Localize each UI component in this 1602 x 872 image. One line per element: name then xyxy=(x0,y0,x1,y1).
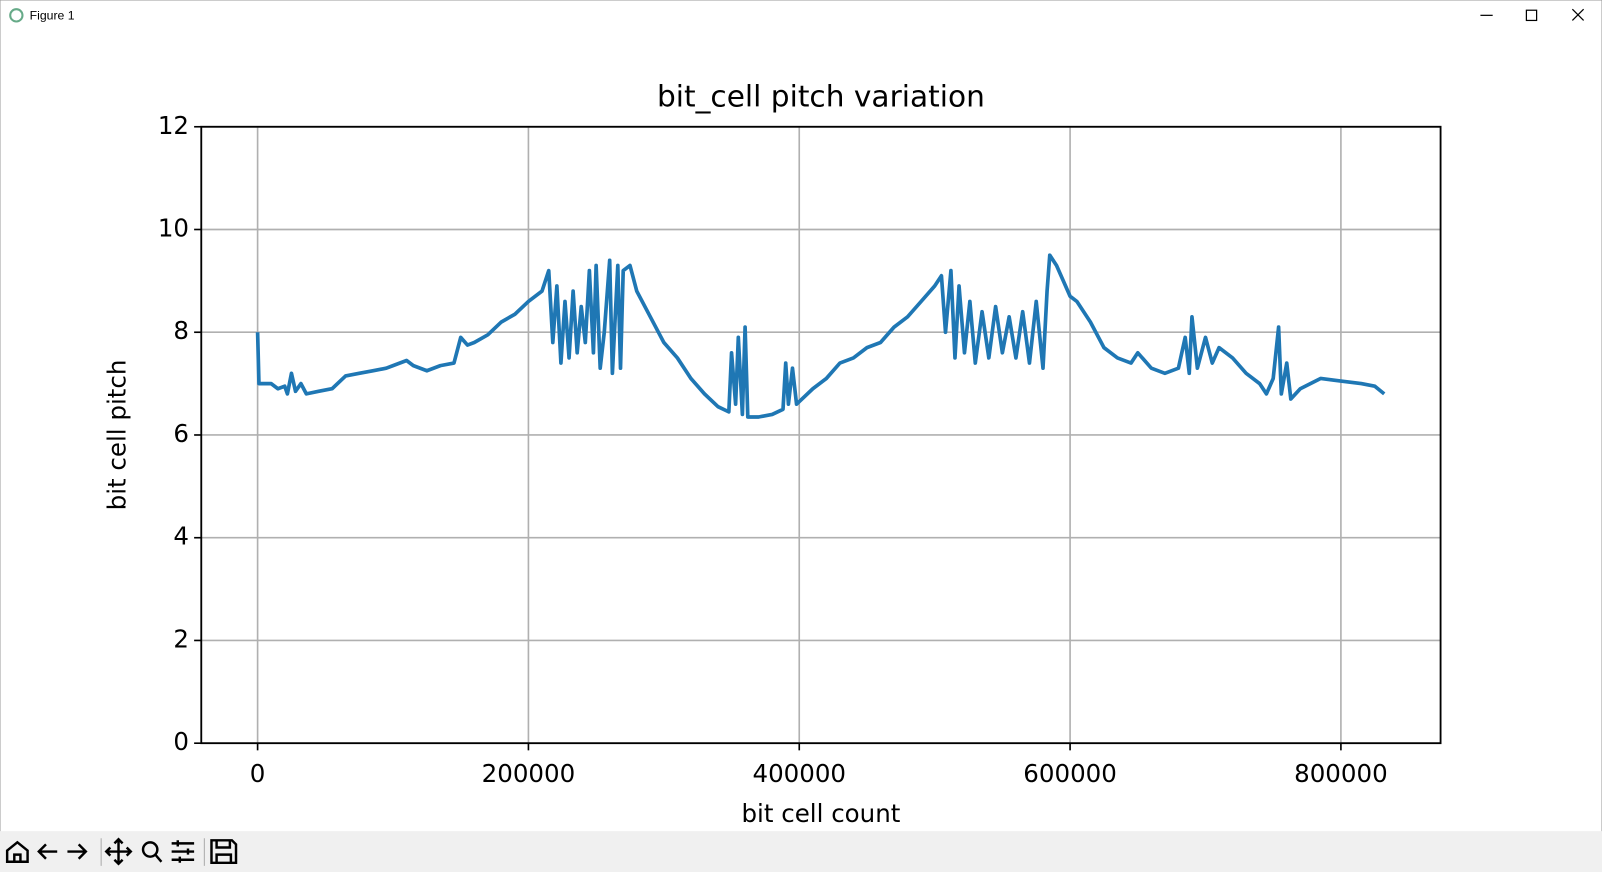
window-title: Figure 1 xyxy=(30,9,75,23)
configure-button[interactable] xyxy=(171,840,195,863)
y-axis-label: bit cell pitch xyxy=(103,360,132,511)
y-tick-label: 0 xyxy=(173,727,189,756)
x-tick-label: 800000 xyxy=(1294,759,1388,788)
chart-title: bit_cell pitch variation xyxy=(657,79,985,114)
title-bar: Figure 1 xyxy=(9,8,1585,23)
x-axis-label: bit cell count xyxy=(741,799,900,828)
y-tick-label: 6 xyxy=(173,419,189,448)
y-tick-label: 2 xyxy=(173,624,189,653)
plot: 0 2 4 6 8 10 12 0 200000 400000 600000 800000 bit_ce… xyxy=(103,79,1442,828)
app-icon xyxy=(9,8,24,23)
axes-frame xyxy=(200,125,1442,745)
y-tick-label: 10 xyxy=(158,213,189,242)
zoom-button[interactable] xyxy=(141,841,163,863)
close-button[interactable] xyxy=(1571,8,1585,21)
x-tick-label: 200000 xyxy=(482,759,576,788)
home-button[interactable] xyxy=(5,840,29,864)
data-line xyxy=(255,253,1386,419)
x-tick-label: 400000 xyxy=(752,759,846,788)
maximize-button[interactable] xyxy=(1525,9,1538,22)
x-tick-label: 0 xyxy=(250,759,266,788)
pan-button[interactable] xyxy=(104,837,133,866)
forward-button[interactable] xyxy=(67,843,88,860)
save-button[interactable] xyxy=(210,839,238,865)
back-button[interactable] xyxy=(37,843,58,860)
y-tick-label: 8 xyxy=(173,316,189,345)
y-tick-label: 4 xyxy=(173,522,189,551)
toolbar-background xyxy=(0,831,1602,872)
toolbar xyxy=(0,831,1602,872)
x-tick-label: 600000 xyxy=(1023,759,1117,788)
y-tick-label: 12 xyxy=(158,111,189,140)
